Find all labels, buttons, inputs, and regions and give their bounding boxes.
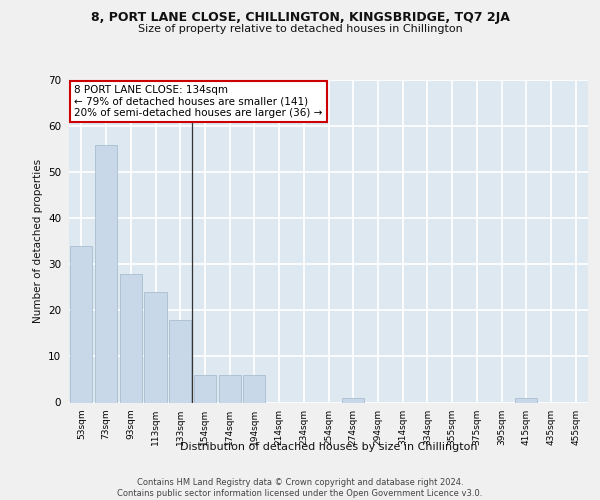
Bar	[342, 398, 364, 402]
Text: Contains HM Land Registry data © Crown copyright and database right 2024.
Contai: Contains HM Land Registry data © Crown c…	[118, 478, 482, 498]
Bar	[95, 144, 117, 402]
Bar	[119, 274, 142, 402]
Bar	[194, 375, 216, 402]
Text: Distribution of detached houses by size in Chillington: Distribution of detached houses by size …	[180, 442, 478, 452]
Bar	[145, 292, 167, 403]
Bar	[70, 246, 92, 402]
Bar	[515, 398, 538, 402]
Text: 8, PORT LANE CLOSE, CHILLINGTON, KINGSBRIDGE, TQ7 2JA: 8, PORT LANE CLOSE, CHILLINGTON, KINGSBR…	[91, 12, 509, 24]
Y-axis label: Number of detached properties: Number of detached properties	[32, 159, 43, 324]
Bar	[243, 375, 265, 402]
Bar	[169, 320, 191, 402]
Bar	[218, 375, 241, 402]
Text: Size of property relative to detached houses in Chillington: Size of property relative to detached ho…	[137, 24, 463, 34]
Text: 8 PORT LANE CLOSE: 134sqm
← 79% of detached houses are smaller (141)
20% of semi: 8 PORT LANE CLOSE: 134sqm ← 79% of detac…	[74, 85, 323, 118]
